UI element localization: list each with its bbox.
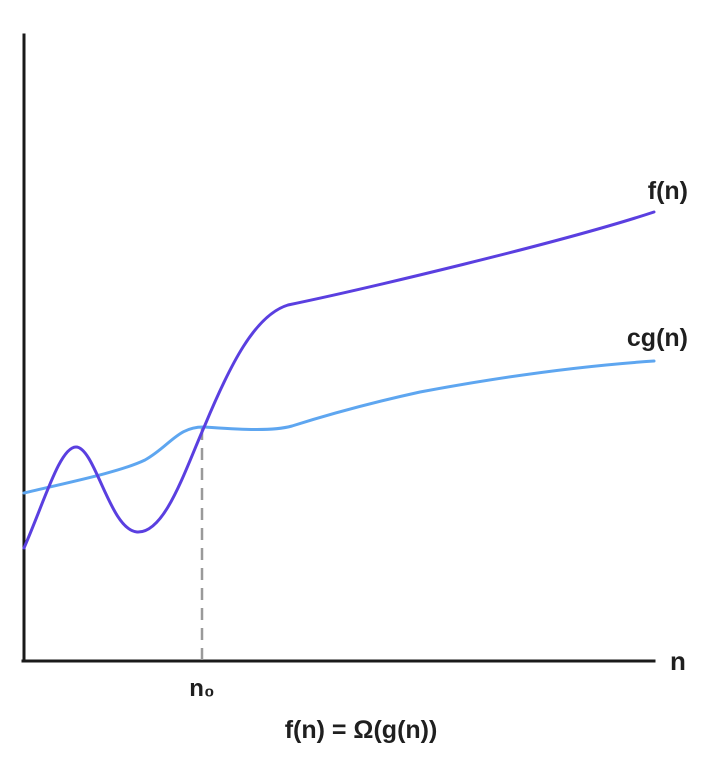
cg-n-label: cg(n)	[627, 324, 688, 352]
f-n-curve	[22, 210, 656, 550]
n0-label: n₀	[189, 675, 214, 702]
formula-caption: f(n) = Ω(g(n))	[285, 716, 438, 744]
x-axis-label: n	[670, 646, 686, 676]
f-n-label: f(n)	[648, 177, 688, 205]
cg-n-curve	[22, 359, 656, 495]
